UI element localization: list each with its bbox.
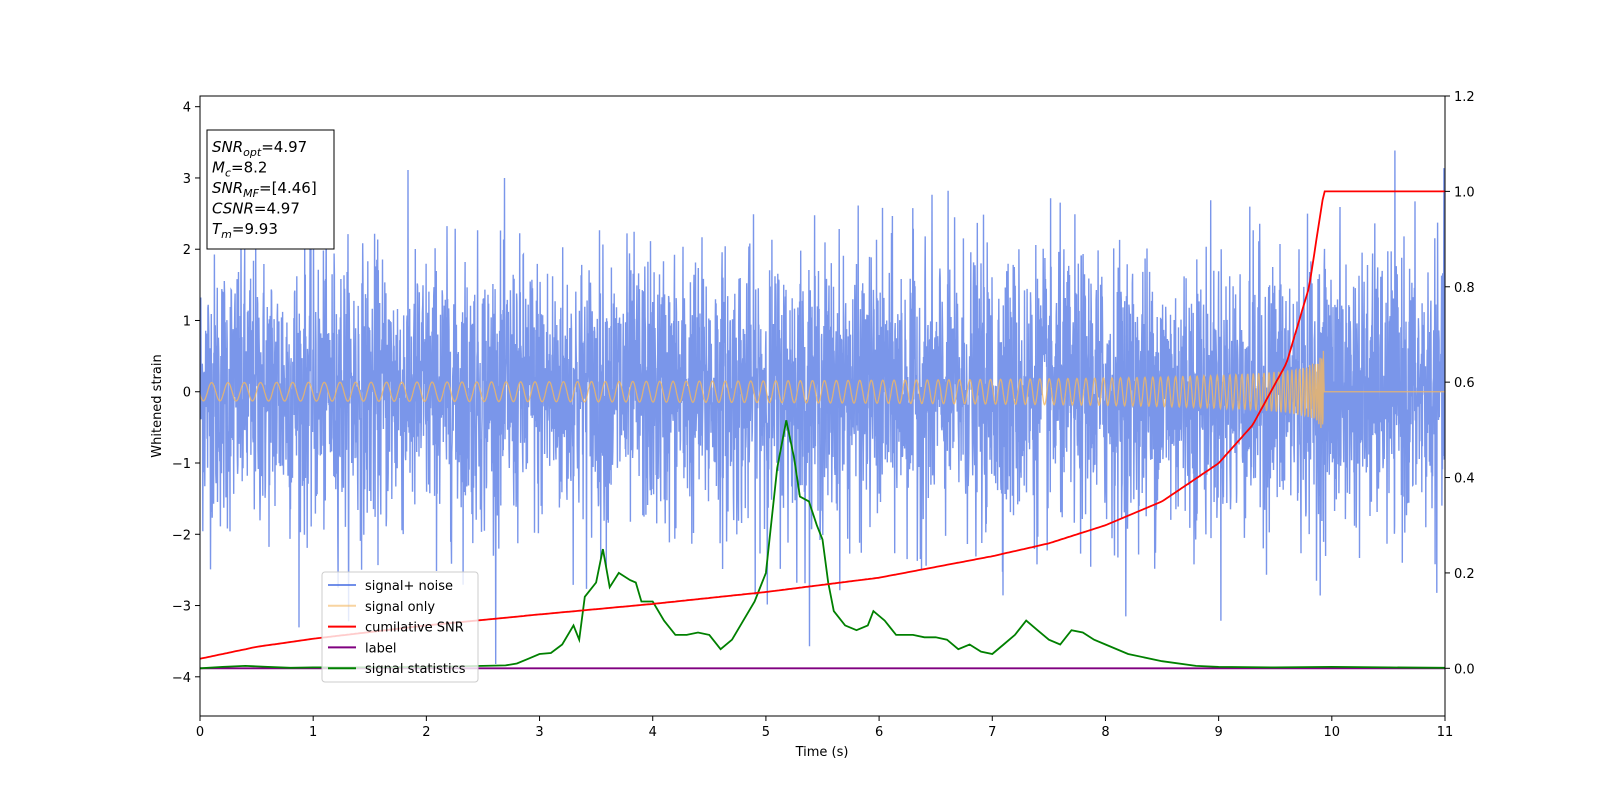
x-tick-label: 11 — [1437, 725, 1454, 740]
legend-label: signal statistics — [365, 662, 466, 677]
x-axis-label: Time (s) — [795, 745, 849, 760]
legend-frame — [321, 571, 479, 683]
y-tick-label: −4 — [172, 671, 191, 686]
x-tick-label: 9 — [1214, 725, 1222, 740]
x-tick-label: 6 — [875, 725, 883, 740]
y-tick-label: −2 — [172, 528, 191, 543]
legend-label: signal only — [365, 600, 435, 615]
x-tick-label: 1 — [309, 725, 317, 740]
y-tick-label: 0 — [183, 386, 191, 401]
y-tick-label: 1 — [183, 314, 191, 329]
annotation-line: CSNR=4.97 — [212, 200, 300, 218]
x-tick-label: 7 — [988, 725, 996, 740]
y2-tick-label: 0.2 — [1454, 567, 1475, 582]
legend: signal+ noise signal only cumilative SNR la… — [321, 571, 479, 683]
y-tick-label: −3 — [172, 600, 191, 615]
legend-label: label — [365, 641, 396, 656]
x-tick-label: 4 — [649, 725, 657, 740]
x-tick-label: 8 — [1101, 725, 1109, 740]
legend-label: signal+ noise — [365, 579, 453, 594]
y-tick-label: 3 — [183, 172, 191, 187]
series-signal-noise-line — [200, 150, 1445, 665]
x-tick-label: 3 — [535, 725, 543, 740]
axis-layer: 0 1 2 3 4 5 6 7 8 9 10 11 −4 −3 −2 −1 0 1 2 3 4 0.0 0.2 0.4 0.6 0… — [172, 90, 1475, 740]
x-tick-label: 0 — [196, 725, 204, 740]
y2-tick-label: 0.8 — [1454, 281, 1475, 296]
annotation-line: SNRMF=[4.46] — [212, 179, 317, 200]
y-axis-label: Whitened strain — [150, 354, 165, 457]
annotation-line: Mc=8.2 — [212, 159, 267, 180]
y2-tick-label: 0.6 — [1454, 376, 1475, 391]
y2-tick-label: 0.4 — [1454, 472, 1475, 487]
y-tick-label: 2 — [183, 243, 191, 258]
x-tick-label: 2 — [422, 725, 430, 740]
plot-frame — [199, 95, 1446, 717]
x-tick-label: 10 — [1324, 725, 1341, 740]
y2-tick-label: 1.2 — [1454, 90, 1475, 105]
annotation-line: Tm=9.93 — [212, 220, 278, 241]
series-signal-statistics-line — [200, 420, 1445, 670]
annotation-frame — [206, 129, 335, 250]
legend-label: cumilative SNR — [365, 621, 464, 636]
y-tick-label: 4 — [183, 101, 191, 116]
y2-tick-label: 1.0 — [1454, 185, 1475, 200]
y-tick-label: −1 — [172, 457, 191, 472]
annotation-line: SNRopt=4.97 — [212, 138, 307, 159]
series-signal-only-line — [200, 350, 1445, 429]
x-tick-label: 5 — [762, 725, 770, 740]
y2-tick-label: 0.0 — [1454, 662, 1475, 677]
